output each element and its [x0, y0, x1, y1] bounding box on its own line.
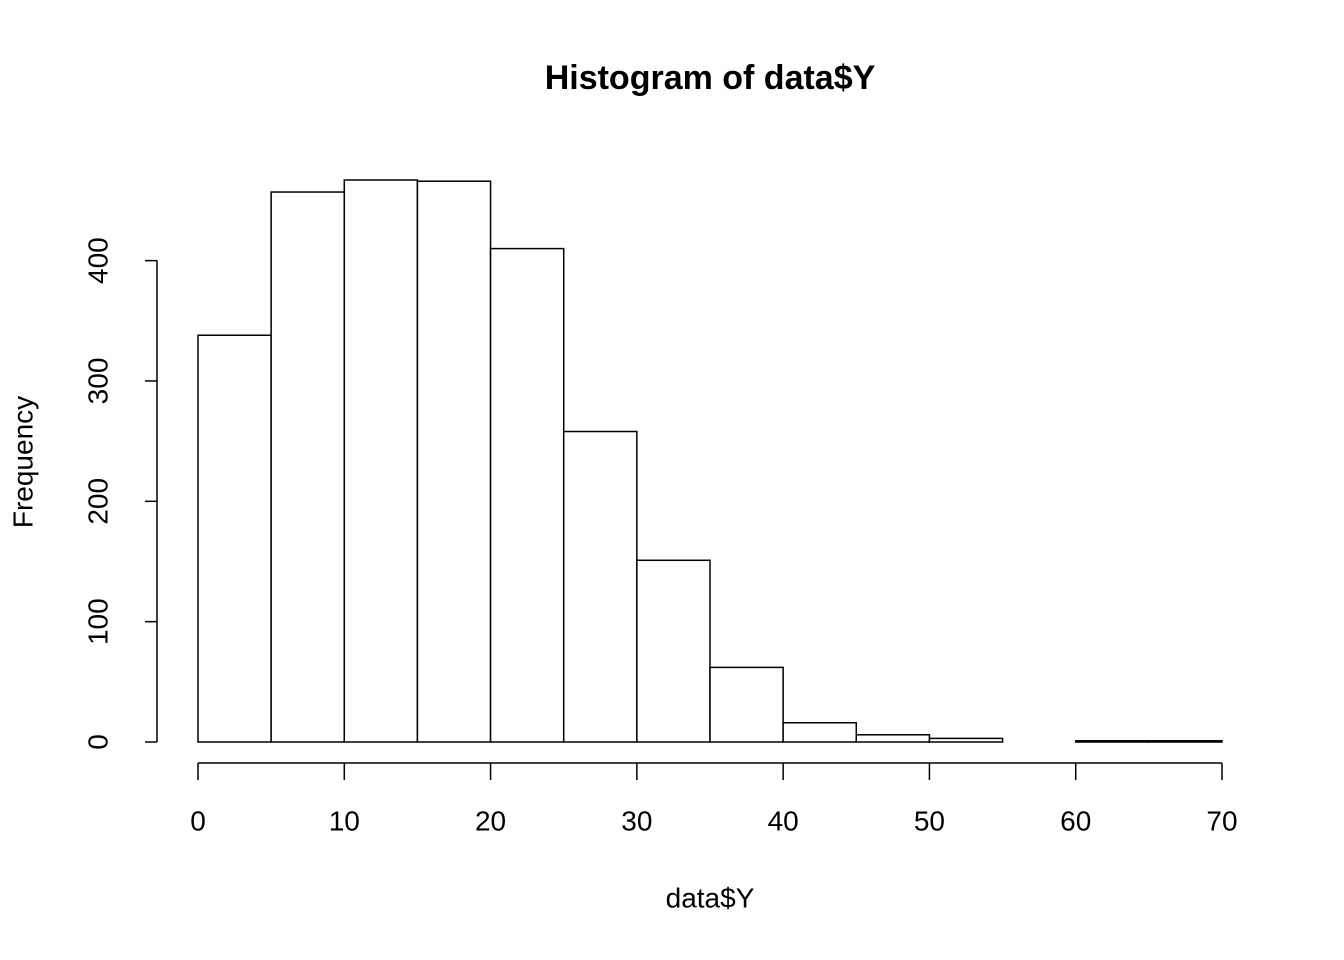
y-tick-label: 200	[82, 478, 113, 525]
bar	[197, 334, 272, 743]
bar	[636, 559, 711, 743]
x-tick-label: 60	[1060, 805, 1091, 836]
bar	[855, 734, 931, 743]
bar	[709, 666, 784, 743]
y-tick-label: 100	[82, 598, 113, 645]
x-tick-label: 40	[768, 805, 799, 836]
bar	[270, 191, 346, 743]
bar	[1148, 740, 1223, 743]
x-tick-label: 30	[621, 805, 652, 836]
x-tick-label: 20	[475, 805, 506, 836]
bar	[416, 180, 492, 743]
y-tick-label: 0	[82, 734, 113, 750]
bar	[489, 247, 565, 743]
x-tick-label: 0	[190, 805, 206, 836]
bar	[562, 430, 638, 743]
y-tick-label: 400	[82, 237, 113, 284]
bar	[782, 721, 858, 743]
y-axis-label: Frequency	[7, 396, 38, 528]
y-tick-label: 300	[82, 358, 113, 405]
chart-title: Histogram of data$Y	[545, 59, 876, 97]
x-tick-label: 10	[329, 805, 360, 836]
bar	[928, 737, 1004, 743]
x-tick-label: 70	[1206, 805, 1237, 836]
bar	[343, 179, 419, 743]
bar	[1074, 740, 1150, 743]
x-axis-label: data$Y	[666, 882, 755, 913]
x-tick-label: 50	[914, 805, 945, 836]
